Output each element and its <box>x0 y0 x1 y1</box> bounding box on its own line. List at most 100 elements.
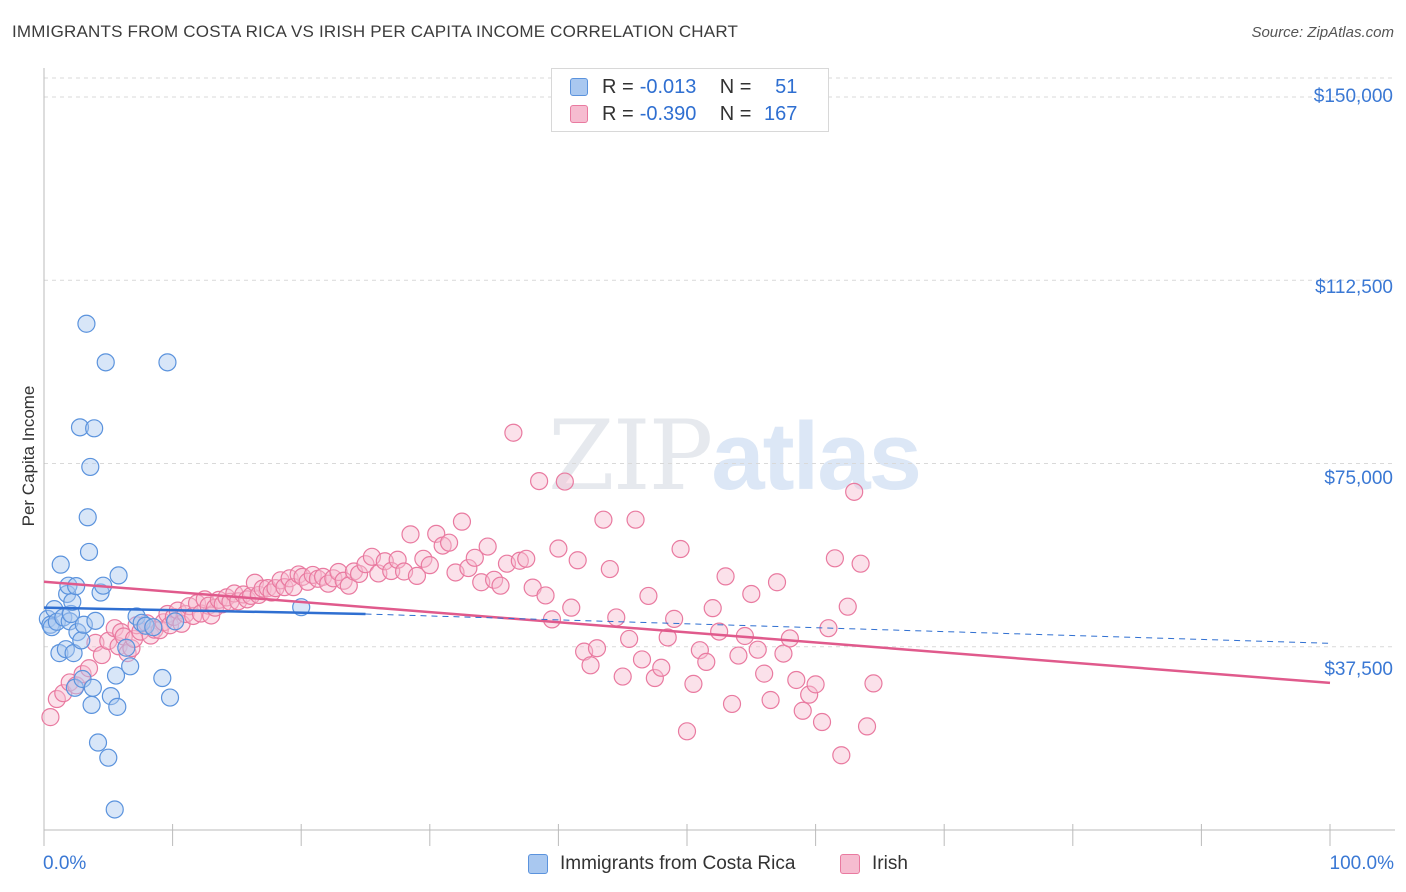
series-legend-irish: Irish <box>840 852 908 876</box>
irish-point <box>562 598 581 617</box>
irish-point <box>510 551 529 570</box>
x-tick-label-min: 0.0% <box>43 853 87 874</box>
irish-point <box>581 656 600 675</box>
irish-point <box>812 712 832 732</box>
irish-point <box>632 650 652 669</box>
irish-point <box>729 646 748 665</box>
irish-point <box>761 690 780 710</box>
irish-point <box>607 608 626 627</box>
r-value: -0.013 <box>639 75 697 98</box>
irish-point <box>388 550 407 569</box>
irish-point <box>334 571 353 590</box>
n-label: N = <box>719 102 752 125</box>
costa-rica-point <box>160 688 180 707</box>
irish-point <box>439 533 459 552</box>
irish-point <box>356 555 375 574</box>
y-tick-label-75000: $75,000 <box>1324 468 1393 489</box>
n-value: 167 <box>764 102 798 125</box>
irish-point <box>767 573 787 592</box>
irish-point <box>594 510 613 529</box>
costa-rica-point <box>74 615 93 634</box>
source-credit: Source: ZipAtlas.com <box>1251 24 1394 41</box>
costa-rica-point <box>82 695 101 715</box>
costa-rica-point <box>121 657 140 676</box>
irish-point <box>555 472 574 491</box>
watermark: ZIPatlas <box>548 400 922 512</box>
x-tick-label-max: 100.0% <box>1329 853 1394 874</box>
costa-rica-point <box>83 678 102 697</box>
series-swatch-blue <box>528 854 548 874</box>
irish-point <box>549 539 568 558</box>
costa-rica-point <box>106 666 126 685</box>
irish-point <box>838 597 857 616</box>
irish-point <box>645 668 664 688</box>
costa-rica-point <box>72 631 91 650</box>
legend-row-costa-rica: R = -0.013 N = 51 <box>570 75 797 99</box>
irish-point <box>774 644 793 663</box>
n-value: 51 <box>775 75 798 98</box>
legend-swatch-pink <box>570 105 588 123</box>
irish-point <box>710 622 729 641</box>
series-legend-costa-rica: Immigrants from Costa Rica <box>528 852 795 876</box>
irish-point <box>857 717 877 736</box>
chart-title: IMMIGRANTS FROM COSTA RICA VS IRISH PER … <box>12 22 739 41</box>
irish-point <box>452 512 472 531</box>
costa-rica-points <box>38 314 311 819</box>
irish-point <box>478 537 497 556</box>
costa-rica-point <box>166 612 185 631</box>
y-axis-title: Per Capita Income <box>19 385 38 527</box>
irish-point <box>845 482 864 501</box>
irish-point <box>620 629 639 649</box>
irish-point <box>253 579 272 598</box>
irish-point <box>690 641 709 660</box>
irish-point <box>407 566 427 585</box>
costa-rica-point <box>144 618 163 637</box>
costa-rica-point <box>77 314 96 333</box>
costa-rica-point <box>105 800 124 819</box>
trend-lines <box>43 580 1331 685</box>
irish-point <box>491 576 510 595</box>
costa-rica-point <box>67 577 86 596</box>
costa-rica-point <box>78 508 97 527</box>
costa-rica-point <box>108 697 127 716</box>
irish-point <box>504 423 523 442</box>
irish-point <box>832 746 851 765</box>
costa-rica-point <box>81 457 100 477</box>
y-tick-label-112500: $112,500 <box>1315 277 1393 298</box>
irish-point <box>420 556 439 575</box>
irish-point <box>793 701 812 720</box>
irish-point <box>639 586 658 606</box>
n-label: N = <box>719 75 752 98</box>
watermark-zip: ZIP <box>548 400 713 512</box>
irish-point <box>465 548 484 567</box>
irish-point <box>349 564 369 584</box>
irish-point <box>626 510 645 529</box>
irish-point <box>652 658 671 677</box>
costa-rica-point <box>85 419 104 438</box>
costa-rica-trend-extension <box>365 613 1331 644</box>
legend-swatch-blue <box>570 78 588 96</box>
costa-rica-point <box>70 418 90 437</box>
irish-point <box>427 524 446 543</box>
irish-point <box>401 525 420 544</box>
irish-trend-line <box>43 580 1331 685</box>
costa-rica-point <box>158 353 177 372</box>
costa-rica-point <box>86 611 105 630</box>
irish-point <box>806 675 825 694</box>
irish-point <box>587 639 607 658</box>
irish-point <box>319 574 338 593</box>
irish-point <box>79 659 99 678</box>
costa-rica-point <box>96 353 115 372</box>
costa-rica-point <box>88 733 108 752</box>
irish-point <box>517 549 536 568</box>
irish-point <box>864 674 883 693</box>
irish-point <box>800 685 819 704</box>
irish-point <box>665 609 684 628</box>
axes <box>43 68 1395 846</box>
series-name-costa-rica: Immigrants from Costa Rica <box>560 853 796 874</box>
irish-point <box>339 576 358 595</box>
irish-point <box>530 471 549 491</box>
costa-rica-point <box>109 566 128 585</box>
costa-rica-point <box>136 616 155 635</box>
irish-point <box>658 628 677 647</box>
